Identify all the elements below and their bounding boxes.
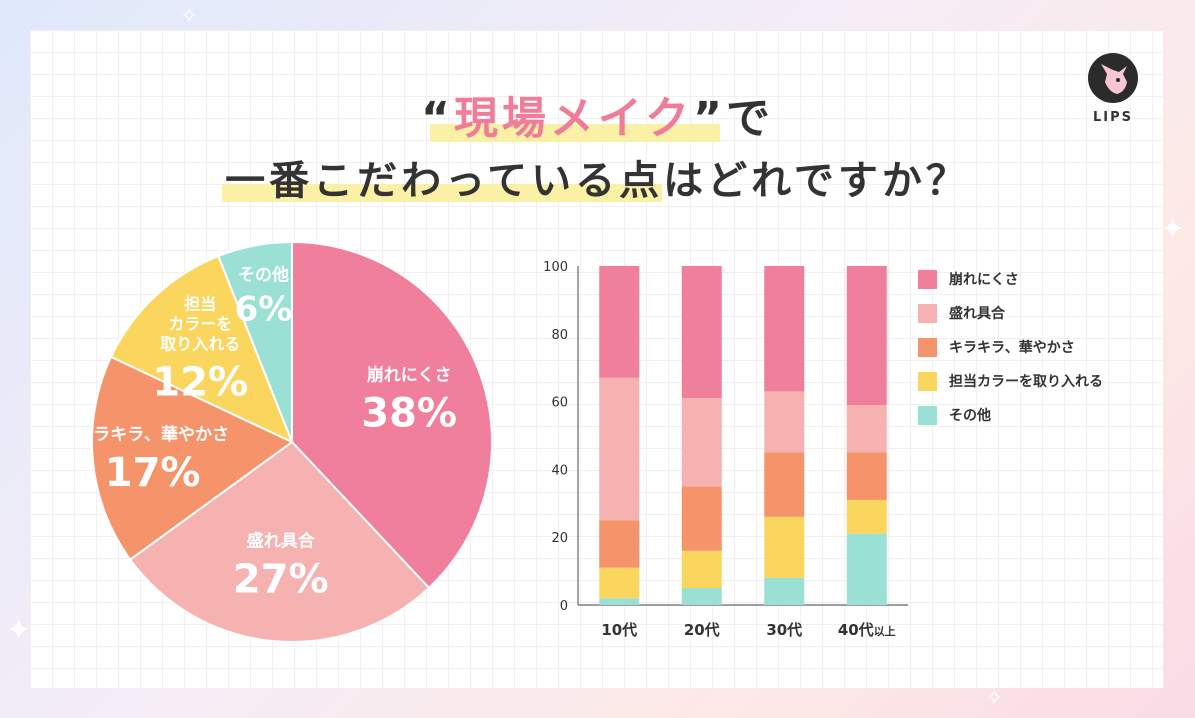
bar-segment bbox=[764, 452, 805, 517]
quote-open: “ bbox=[421, 93, 454, 144]
pie-slice-percent: 27% bbox=[233, 556, 329, 602]
legend-swatch bbox=[918, 371, 937, 391]
bar-segment bbox=[599, 520, 640, 568]
pie-slice-label: その他 bbox=[238, 265, 289, 286]
title-highlight-text: 現場メイク bbox=[453, 93, 694, 144]
bar-segment bbox=[764, 516, 805, 578]
y-tick-label: 40 bbox=[551, 463, 568, 478]
pie-slice-label: カラーを bbox=[168, 314, 232, 333]
legend-item: 盛れ具合 bbox=[918, 296, 1103, 330]
x-tick-label: 40代以上 bbox=[838, 621, 896, 639]
legend-label: 崩れにくさ bbox=[949, 272, 1019, 288]
legend-item: 崩れにくさ bbox=[918, 262, 1103, 296]
bar-segment bbox=[599, 377, 640, 521]
pie-slice bbox=[291, 240, 493, 590]
bar-segment bbox=[764, 391, 805, 453]
pie-slice bbox=[128, 440, 431, 643]
bar-legend: 崩れにくさ盛れ具合キラキラ、華やかさ担当カラーを取り入れる その他 bbox=[918, 262, 1103, 432]
page-title-line1: “現場メイク”で bbox=[0, 82, 1195, 146]
pie-slice bbox=[109, 254, 294, 444]
y-tick-label: 0 bbox=[560, 599, 568, 614]
bar-segment bbox=[846, 533, 887, 605]
legend-swatch bbox=[918, 303, 937, 323]
y-tick-label: 60 bbox=[551, 396, 568, 411]
y-tick-label: 20 bbox=[551, 531, 568, 546]
pie-slice-percent: 17% bbox=[105, 450, 201, 496]
title-highlight bbox=[430, 124, 720, 142]
pie-slice bbox=[217, 240, 293, 443]
bar-segment bbox=[764, 266, 805, 392]
bar-segment bbox=[681, 398, 722, 487]
bar-segment bbox=[846, 452, 887, 500]
quote-close: ”で bbox=[693, 93, 774, 144]
pie-slice-label: キラキラ、華やかさ bbox=[90, 425, 229, 445]
pie-slice-label: 崩れにくさ bbox=[367, 365, 452, 386]
legend-label: その他 bbox=[949, 408, 991, 424]
x-tick-label: 20代 bbox=[684, 621, 720, 639]
x-tick-label: 30代 bbox=[766, 621, 802, 639]
legend-swatch bbox=[918, 405, 937, 425]
legend-item: キラキラ、華やかさ bbox=[918, 330, 1103, 364]
bar-segment bbox=[599, 567, 640, 599]
legend-item: 担当カラーを取り入れる bbox=[918, 364, 1103, 398]
deer-logo-icon bbox=[1088, 53, 1138, 103]
pie-slice-percent: 6% bbox=[235, 290, 293, 330]
bar-segment bbox=[846, 266, 887, 405]
bar-segment bbox=[764, 577, 805, 605]
bar-segment bbox=[599, 266, 640, 378]
bar-segment bbox=[681, 486, 722, 551]
logo-text: LIPS bbox=[1092, 110, 1133, 125]
legend-swatch bbox=[918, 269, 937, 289]
y-tick-label: 80 bbox=[551, 328, 568, 343]
sparkle-icon: ✦ bbox=[6, 613, 32, 648]
legend-item: その他 bbox=[918, 398, 1103, 432]
title-highlight bbox=[222, 184, 662, 202]
stacked-bar-chart: 0 20 40 60 80 100 10代 20代 30代 40代以上 bbox=[543, 260, 908, 639]
sparkle-icon: ✧ bbox=[180, 4, 199, 29]
bar-segment bbox=[681, 550, 722, 589]
pie-slice-label: 盛れ具合 bbox=[247, 530, 316, 551]
bar-segment bbox=[681, 588, 722, 605]
pie-slice-label: 取り入れる bbox=[160, 334, 240, 353]
page-title-line2: 一番こだわっている点はどれですか？ bbox=[225, 158, 970, 204]
sparkle-icon: ✧ bbox=[985, 686, 1004, 711]
y-tick-label: 100 bbox=[543, 260, 568, 275]
legend-label: 盛れ具合 bbox=[949, 306, 1005, 322]
x-tick-label: 10代 bbox=[601, 621, 637, 639]
sparkle-icon: ✦ bbox=[1160, 212, 1186, 247]
pie-chart: 崩れにくさ 38% 盛れ具合 27% キラキラ、華やかさ 17% 担当カラーを取り入れる 12… bbox=[90, 240, 493, 643]
pie-slice bbox=[91, 355, 294, 561]
bar-segment bbox=[846, 499, 887, 534]
lips-logo: LIPS bbox=[1085, 52, 1141, 125]
legend-label: キラキラ、華やかさ bbox=[949, 340, 1075, 356]
pie-slice-label: 担当 bbox=[184, 294, 216, 313]
legend-swatch bbox=[918, 337, 937, 357]
legend-label: 担当カラーを取り入れる bbox=[949, 374, 1103, 390]
bar-segment bbox=[599, 598, 640, 605]
pie-slice-percent: 12% bbox=[152, 359, 248, 405]
bar-segment bbox=[681, 266, 722, 399]
bar-segment bbox=[846, 404, 887, 453]
pie-slice-percent: 38% bbox=[361, 391, 457, 437]
